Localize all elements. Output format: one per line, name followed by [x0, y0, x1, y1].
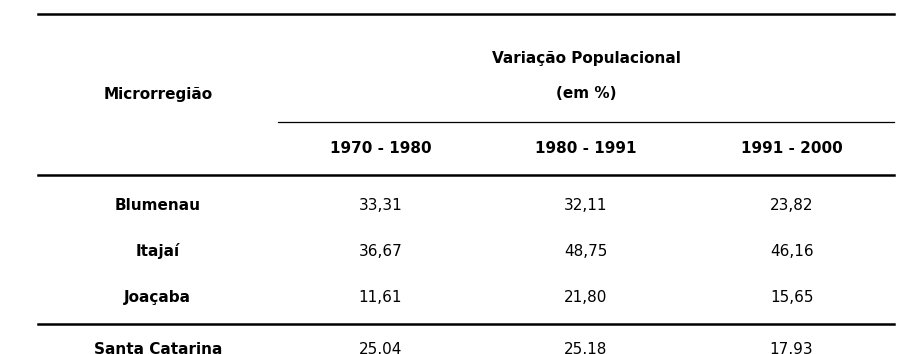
Text: Joaçaba: Joaçaba — [124, 290, 191, 305]
Text: 1991 - 2000: 1991 - 2000 — [740, 141, 843, 156]
Text: (em %): (em %) — [556, 86, 616, 101]
Text: 21,80: 21,80 — [564, 290, 608, 305]
Text: 23,82: 23,82 — [770, 198, 813, 213]
Text: 36,67: 36,67 — [358, 244, 402, 259]
Text: Microrregião: Microrregião — [103, 87, 212, 102]
Text: 48,75: 48,75 — [564, 244, 608, 259]
Text: 1970 - 1980: 1970 - 1980 — [330, 141, 431, 156]
Text: 17,93: 17,93 — [770, 342, 813, 354]
Text: 32,11: 32,11 — [564, 198, 608, 213]
Text: 46,16: 46,16 — [770, 244, 813, 259]
Text: Itajaí: Itajaí — [135, 244, 180, 259]
Text: 25,04: 25,04 — [359, 342, 402, 354]
Text: Blumenau: Blumenau — [115, 198, 201, 213]
Text: 15,65: 15,65 — [770, 290, 813, 305]
Text: 1980 - 1991: 1980 - 1991 — [536, 141, 637, 156]
Text: 11,61: 11,61 — [358, 290, 402, 305]
Text: Variação Populacional: Variação Populacional — [492, 51, 680, 66]
Text: Santa Catarina: Santa Catarina — [93, 342, 222, 354]
Text: 25,18: 25,18 — [564, 342, 608, 354]
Text: 33,31: 33,31 — [358, 198, 402, 213]
